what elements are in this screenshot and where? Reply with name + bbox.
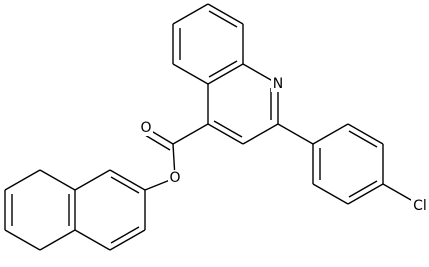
atom-label: O (169, 170, 180, 186)
bonds (4, 3, 419, 251)
atom-labels: N O O Cl (139, 76, 429, 214)
atom-label: N (273, 76, 283, 92)
atom-label: Cl (413, 198, 427, 214)
atom-label: O (140, 120, 151, 136)
